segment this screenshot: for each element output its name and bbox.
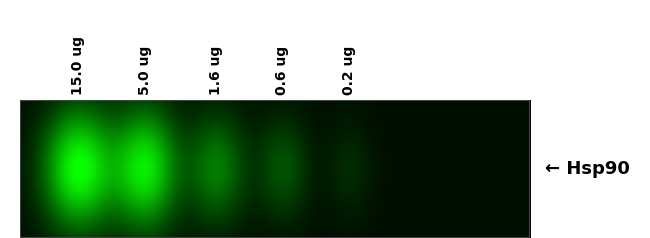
Text: 1.6 ug: 1.6 ug bbox=[209, 46, 223, 95]
Text: 15.0 ug: 15.0 ug bbox=[72, 36, 85, 95]
Text: 5.0 ug: 5.0 ug bbox=[138, 46, 151, 95]
Text: ← Hsp90: ← Hsp90 bbox=[545, 160, 630, 178]
Text: 0.6 ug: 0.6 ug bbox=[276, 46, 289, 95]
Text: 0.2 ug: 0.2 ug bbox=[342, 46, 356, 95]
